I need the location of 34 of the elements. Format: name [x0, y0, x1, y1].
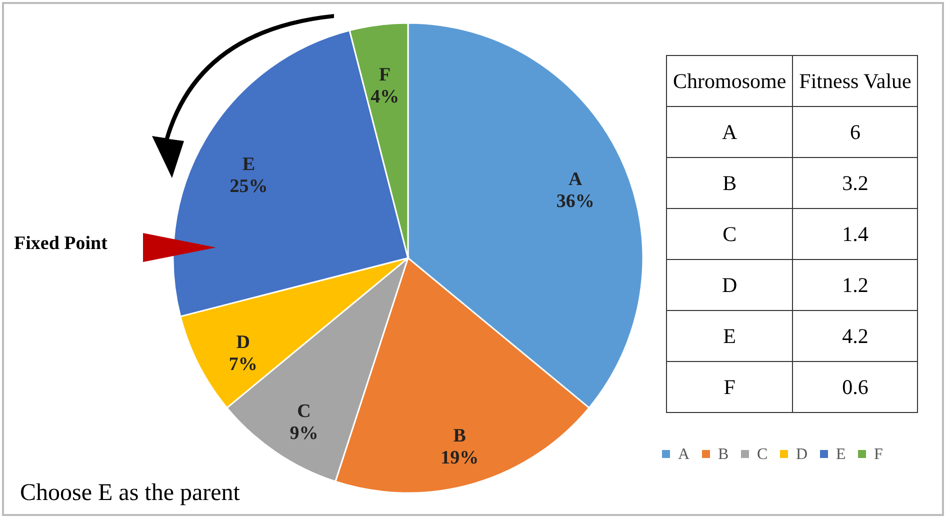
legend-label: D	[796, 446, 808, 463]
text: Choose E as the parent	[20, 480, 240, 507]
legend-label: F	[874, 446, 883, 463]
category-label: D	[666, 260, 793, 310]
slice-label: B	[453, 426, 466, 447]
data-label: 6	[792, 106, 918, 158]
legend-label: E	[836, 446, 846, 463]
category-label: B	[666, 158, 793, 208]
legend-label: C	[757, 446, 768, 463]
data-label: 4.2	[792, 310, 918, 362]
slice-label: F	[379, 64, 391, 86]
slice-label: C	[297, 401, 311, 422]
data-label: 19%	[440, 448, 479, 469]
text: Fixed Point	[14, 233, 108, 255]
category-label: E	[666, 310, 793, 362]
data-label: 7%	[228, 354, 258, 375]
slice-label: E	[242, 154, 256, 175]
legend-label: A	[678, 446, 690, 463]
data-label: 36%	[556, 191, 594, 212]
data-label: 9%	[290, 423, 318, 444]
data-label: 0.6	[792, 362, 918, 412]
text: Chromosome	[666, 56, 793, 106]
slice-label: A	[568, 169, 583, 190]
category-label: A	[666, 106, 793, 158]
legend-label: B	[718, 446, 729, 463]
category-label: F	[666, 362, 793, 412]
data-label: 1.4	[792, 208, 918, 260]
text: Fitness Value	[792, 56, 918, 106]
slice-label: D	[236, 332, 250, 353]
data-label: 4%	[370, 86, 400, 108]
data-label: 25%	[230, 176, 268, 197]
data-label: 3.2	[792, 158, 918, 208]
category-label: C	[666, 208, 793, 260]
data-label: 1.2	[792, 260, 918, 310]
